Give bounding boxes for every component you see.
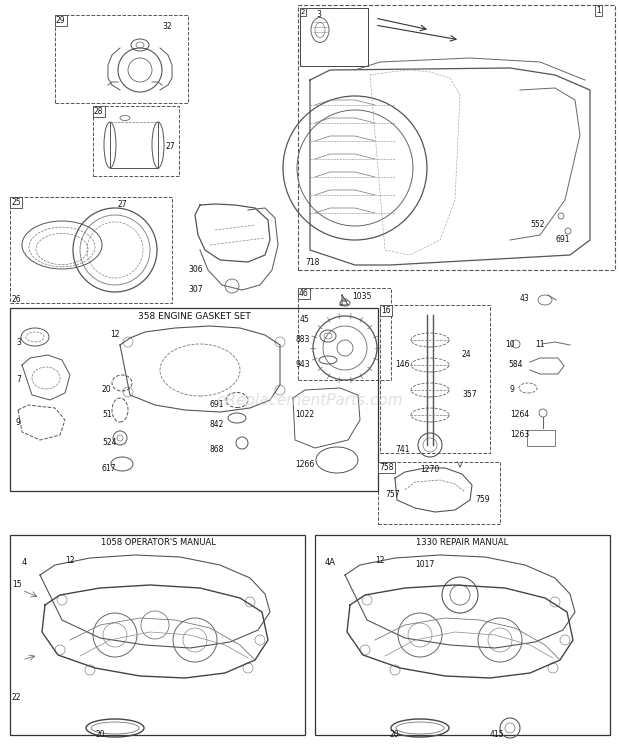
Text: 1058 OPERATOR'S MANUAL: 1058 OPERATOR'S MANUAL xyxy=(100,538,215,547)
Text: 146: 146 xyxy=(395,360,409,369)
Text: 883: 883 xyxy=(295,335,309,344)
Text: 718: 718 xyxy=(305,258,319,267)
Bar xyxy=(380,305,490,453)
Text: 741: 741 xyxy=(395,445,409,454)
Text: 51: 51 xyxy=(102,410,112,419)
Bar xyxy=(378,462,500,524)
Text: 27: 27 xyxy=(118,200,128,209)
Text: 16: 16 xyxy=(381,306,391,315)
Text: 306: 306 xyxy=(188,265,203,274)
Text: 25: 25 xyxy=(11,198,20,207)
Text: 1263: 1263 xyxy=(510,430,529,439)
Text: 45: 45 xyxy=(300,315,310,324)
Text: 358 ENGINE GASKET SET: 358 ENGINE GASKET SET xyxy=(138,312,250,321)
Text: 415: 415 xyxy=(490,730,505,739)
Text: 1330 REPAIR MANUAL: 1330 REPAIR MANUAL xyxy=(416,538,508,547)
Text: 2: 2 xyxy=(301,9,306,15)
Text: 1: 1 xyxy=(596,6,601,15)
Text: 7: 7 xyxy=(16,375,21,384)
Bar xyxy=(93,106,179,176)
Text: 1035: 1035 xyxy=(352,292,371,301)
Text: 524: 524 xyxy=(102,438,117,447)
Text: 691: 691 xyxy=(210,400,224,409)
Text: 12: 12 xyxy=(110,330,120,339)
Text: 759: 759 xyxy=(475,495,490,504)
Text: 20: 20 xyxy=(102,385,112,394)
Bar xyxy=(10,308,378,491)
Text: 357: 357 xyxy=(462,390,477,399)
Text: 691: 691 xyxy=(555,235,570,244)
Text: 24: 24 xyxy=(462,350,472,359)
Text: 12: 12 xyxy=(65,556,74,565)
Text: 4A: 4A xyxy=(325,558,336,567)
Text: 20: 20 xyxy=(95,730,105,739)
Text: 43: 43 xyxy=(520,294,529,303)
Text: 27: 27 xyxy=(165,142,175,151)
Text: 842: 842 xyxy=(210,420,224,429)
Text: 758: 758 xyxy=(379,463,394,472)
Text: 16: 16 xyxy=(383,308,385,309)
Text: 1266: 1266 xyxy=(295,460,314,469)
Text: 617: 617 xyxy=(102,464,117,473)
Bar xyxy=(527,430,555,446)
Text: 22: 22 xyxy=(12,693,22,702)
Text: 26: 26 xyxy=(12,295,22,304)
Text: 32: 32 xyxy=(162,22,172,31)
Text: 46: 46 xyxy=(299,289,309,298)
Bar xyxy=(300,8,368,66)
Bar xyxy=(298,5,615,270)
Bar xyxy=(315,535,610,735)
Text: 552: 552 xyxy=(530,220,544,229)
Text: 10: 10 xyxy=(505,340,515,349)
Text: 15: 15 xyxy=(12,580,22,589)
Text: eReplacementParts.com: eReplacementParts.com xyxy=(216,393,404,408)
Text: 1017: 1017 xyxy=(415,560,434,569)
Bar xyxy=(298,288,391,380)
Text: 12: 12 xyxy=(375,556,384,565)
Bar xyxy=(10,197,172,303)
Text: 29: 29 xyxy=(56,16,66,25)
Text: 868: 868 xyxy=(210,445,224,454)
Text: 11: 11 xyxy=(535,340,544,349)
Text: 307: 307 xyxy=(188,285,203,294)
Text: 943: 943 xyxy=(295,360,309,369)
Text: 1270: 1270 xyxy=(420,465,439,474)
Text: 28: 28 xyxy=(94,107,104,116)
Text: 1264: 1264 xyxy=(510,410,529,419)
Text: 3: 3 xyxy=(16,338,21,347)
Text: 757: 757 xyxy=(385,490,400,499)
Text: 9: 9 xyxy=(16,418,21,427)
Bar xyxy=(55,15,188,103)
Text: 9: 9 xyxy=(510,385,515,394)
Text: 3: 3 xyxy=(316,10,321,19)
Bar xyxy=(10,535,305,735)
Text: 20: 20 xyxy=(390,730,400,739)
Text: 1022: 1022 xyxy=(295,410,314,419)
Text: 4: 4 xyxy=(22,558,27,567)
Text: 584: 584 xyxy=(508,360,523,369)
